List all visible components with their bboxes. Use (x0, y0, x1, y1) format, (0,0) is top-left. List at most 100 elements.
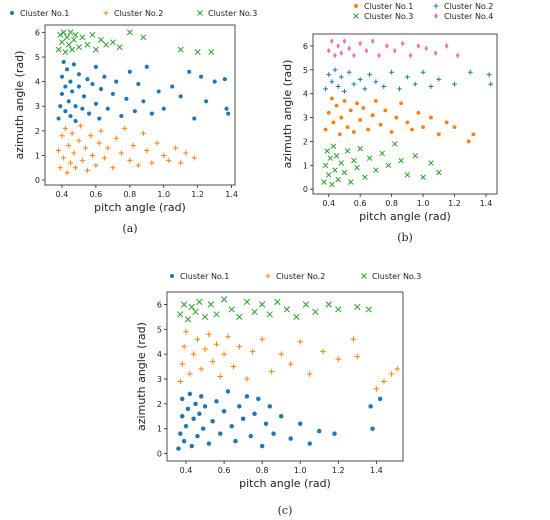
y-tick-label: 0 (157, 450, 162, 459)
data-point-1 (66, 99, 71, 104)
data-point-1 (370, 426, 375, 431)
data-point-1 (317, 428, 322, 434)
x-tick-label: 0.6 (218, 466, 231, 475)
data-point-1 (444, 120, 449, 125)
y-axis-label: azimuth angle (rad) (13, 51, 26, 160)
data-point-2 (154, 140, 160, 146)
data-point-1 (214, 399, 219, 404)
data-point-1 (192, 116, 197, 121)
legend-marker-3 (197, 10, 203, 16)
data-point-3 (274, 298, 281, 306)
data-point-1 (187, 69, 192, 74)
data-point-3 (59, 39, 65, 46)
data-point-4 (347, 45, 352, 52)
legend-marker-2 (433, 3, 439, 9)
data-point-1 (394, 115, 399, 120)
data-point-1 (200, 426, 206, 431)
data-point-1 (361, 106, 366, 110)
data-point-1 (114, 79, 119, 84)
data-point-3 (259, 301, 266, 308)
data-point-4 (444, 43, 449, 49)
legend-label-2: Cluster No.2 (114, 9, 163, 18)
data-point-2 (122, 125, 128, 131)
x-axis-label: pitch angle (rad) (359, 210, 451, 223)
data-point-4 (424, 45, 429, 52)
y-tick-label: 4 (35, 78, 40, 87)
data-point-1 (256, 396, 261, 402)
data-point-3 (283, 306, 291, 313)
data-point-1 (124, 96, 129, 101)
data-point-3 (188, 303, 195, 311)
legend-label-3: Cluster No.3 (364, 12, 413, 21)
data-point-1 (185, 406, 191, 412)
x-tick-label: 0.4 (180, 466, 193, 475)
data-point-3 (354, 303, 361, 311)
data-point-2 (105, 145, 111, 151)
data-point-2 (221, 351, 227, 357)
data-point-2 (93, 162, 99, 168)
data-point-1 (141, 99, 146, 104)
data-point-1 (271, 431, 276, 436)
data-point-3 (322, 162, 329, 169)
data-point-2 (67, 160, 74, 166)
legend-marker-3 (361, 273, 367, 279)
data-point-2 (278, 351, 284, 357)
data-point-1 (233, 438, 238, 444)
data-point-3 (236, 313, 243, 321)
y-tick-label: 3 (303, 114, 308, 123)
data-point-1 (90, 81, 95, 87)
data-point-4 (342, 38, 347, 45)
data-point-2 (320, 348, 326, 355)
data-point-2 (72, 165, 79, 171)
data-point-3 (116, 44, 123, 51)
data-point-2 (83, 145, 89, 151)
data-point-2 (76, 138, 82, 144)
data-point-3 (325, 301, 332, 308)
data-point-1 (331, 120, 336, 125)
data-point-3 (341, 169, 348, 176)
axes-frame (44, 24, 236, 186)
data-point-1 (240, 416, 246, 421)
data-point-4 (433, 50, 438, 56)
data-point-1 (345, 125, 350, 130)
data-point-4 (326, 47, 331, 54)
data-point-2 (373, 386, 380, 392)
data-point-2 (326, 72, 332, 77)
data-point-1 (329, 96, 334, 101)
x-tick-label: 1.2 (448, 199, 461, 208)
data-point-3 (404, 172, 411, 178)
data-point-2 (404, 74, 410, 80)
data-point-2 (381, 84, 387, 89)
data-point-3 (64, 34, 71, 41)
data-point-3 (362, 174, 368, 181)
legend-marker-1 (170, 274, 174, 278)
data-point-3 (420, 174, 426, 181)
panel-c: 0.4 0.6 0.8 1.0 1.2 1.4 0 1 2 3 4 5 6 pitch angle (ra… (135, 272, 421, 517)
data-point-2 (84, 167, 91, 173)
data-point-3 (365, 306, 372, 313)
data-point-2 (130, 143, 136, 149)
data-point-1 (178, 431, 183, 436)
axes-frame (166, 291, 404, 462)
data-point-2 (236, 343, 243, 350)
data-point-2 (66, 143, 72, 149)
data-point-3 (60, 29, 67, 36)
x-tick-label: 1.2 (191, 190, 204, 199)
data-point-4 (400, 40, 405, 47)
x-tick-label: 0.6 (354, 199, 367, 208)
data-point-3 (327, 155, 334, 161)
data-point-2 (323, 86, 328, 92)
y-tick-label: 6 (35, 28, 40, 37)
data-point-3 (89, 31, 96, 38)
data-point-1 (224, 106, 229, 111)
y-tick-label: 1 (303, 161, 308, 170)
data-point-1 (348, 108, 353, 113)
data-point-2 (61, 155, 67, 161)
data-point-2 (213, 341, 220, 347)
data-point-4 (351, 52, 356, 59)
data-point-1 (267, 404, 273, 409)
data-point-2 (166, 157, 172, 163)
x-tick-label: 0.4 (322, 199, 335, 208)
y-tick-label: 5 (35, 53, 40, 62)
data-point-3 (338, 160, 345, 166)
